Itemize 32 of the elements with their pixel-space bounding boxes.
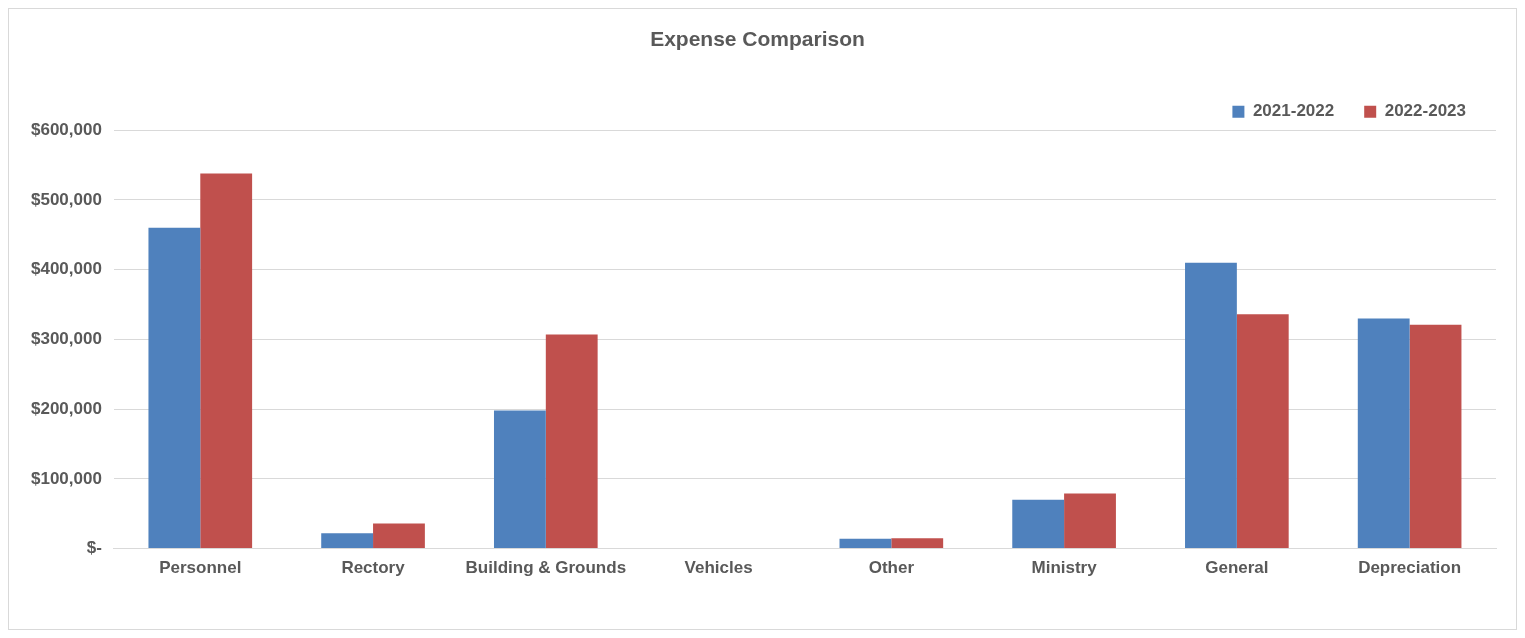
bar <box>200 173 253 549</box>
bar <box>545 334 598 549</box>
bar <box>1064 493 1116 549</box>
bar <box>1409 324 1462 549</box>
y-tick-label: $- <box>86 538 102 558</box>
legend-label: 2021-2022 <box>1252 101 1335 121</box>
bar <box>493 410 546 549</box>
y-tick-label: $100,000 <box>31 468 102 488</box>
x-tick-label: General <box>1205 558 1269 578</box>
bar <box>321 533 374 549</box>
bar <box>148 227 201 549</box>
y-tick-label: $600,000 <box>31 119 102 139</box>
bar <box>373 523 425 549</box>
x-tick-label: Other <box>868 558 915 578</box>
x-tick-label: Depreciation <box>1358 558 1462 578</box>
bar <box>1236 314 1289 549</box>
bar <box>1185 262 1237 549</box>
bar <box>891 538 944 549</box>
x-tick-label: Vehicles <box>684 558 753 578</box>
x-tick-label: Personnel <box>159 558 242 578</box>
x-tick-label: Building & Grounds <box>465 558 627 578</box>
bar <box>839 538 892 549</box>
chart-title: Expense Comparison <box>650 27 865 51</box>
x-tick-label: Rectory <box>341 558 406 578</box>
y-tick-label: $300,000 <box>31 329 102 349</box>
bar <box>1357 318 1410 549</box>
y-tick-label: $400,000 <box>31 259 102 279</box>
x-tick-label: Ministry <box>1031 558 1098 578</box>
bar <box>1012 499 1065 549</box>
legend-label: 2022-2023 <box>1384 101 1467 121</box>
y-tick-label: $200,000 <box>31 398 102 418</box>
y-tick-label: $500,000 <box>31 189 102 209</box>
